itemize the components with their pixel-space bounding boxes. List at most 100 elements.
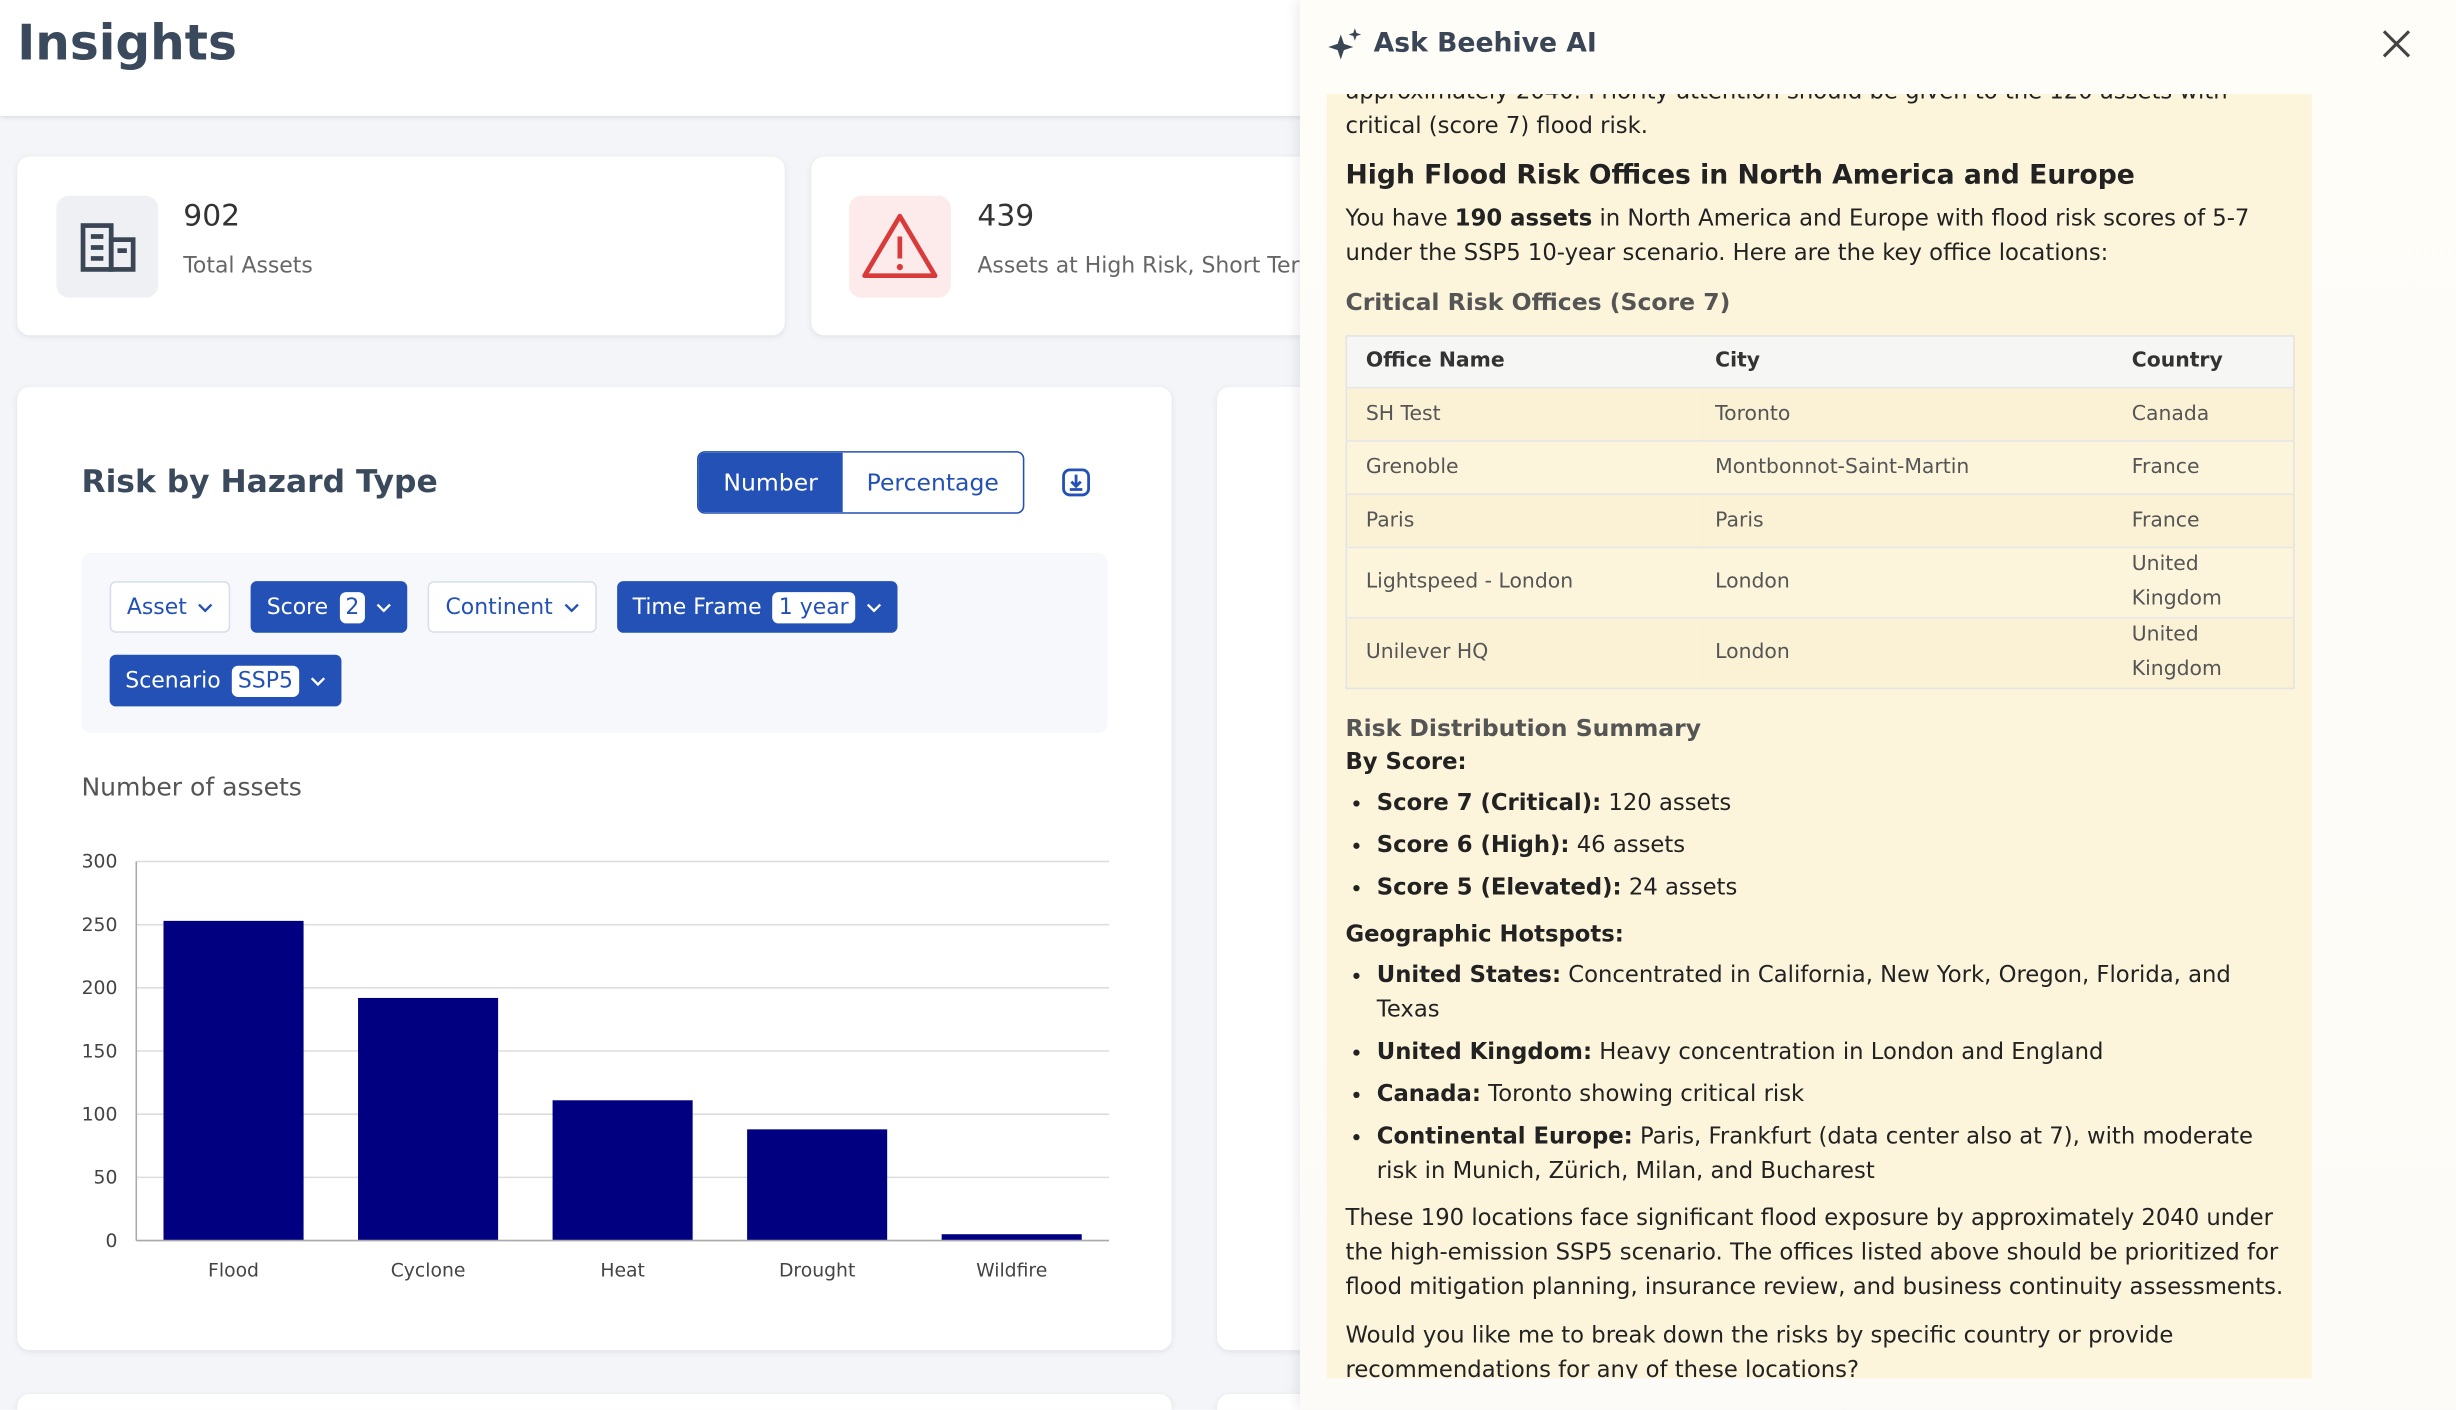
item-label: United Kingdom: [1376, 1040, 1593, 1066]
column-header: Country [2131, 349, 2223, 373]
close-button[interactable] [2381, 28, 2412, 59]
table-header: Office Name City Country [1346, 335, 2294, 388]
table-cell: Paris [1365, 508, 1415, 532]
subheading: Critical Risk Offices (Score 7) [1345, 288, 1731, 317]
item-text: 46 assets [1576, 833, 1686, 859]
panel-header: Ask Beehive AI [1300, 0, 2456, 94]
filter-value: SSP5 [231, 664, 300, 697]
table-cell: Lightspeed - London [1365, 570, 1574, 594]
y-tick-label: 50 [94, 1168, 118, 1189]
stat-label: Total Assets [183, 253, 313, 279]
stat-value: 439 [977, 198, 1035, 234]
table-cell: United Kingdom [2131, 623, 2222, 682]
x-tick-label: Wildfire [976, 1261, 1047, 1282]
chevron-path [310, 676, 326, 686]
chevron [377, 602, 392, 612]
paragraph: You have 190 assets in North America and… [1345, 202, 2293, 271]
bar [358, 997, 499, 1241]
chevron [198, 602, 213, 612]
chevron-path [564, 602, 579, 612]
bold-text: 190 assets [1454, 206, 1593, 232]
sparkle-icon [1328, 28, 1362, 60]
chevron-path [377, 602, 392, 612]
item-text: Heavy concentration in London and Englan… [1599, 1040, 2104, 1066]
list-item: United States: Concentrated in Californi… [1377, 959, 2293, 1028]
y-tick-label: 0 [106, 1231, 118, 1252]
table-cell: France [2131, 455, 2200, 479]
item-label: Canada: [1376, 1082, 1481, 1108]
card [17, 1394, 1172, 1410]
paragraph: approximately 2040. Priority attention s… [1345, 94, 2227, 140]
text: in North America and Europe with flood r… [1345, 206, 2250, 267]
filter-label: Score [266, 594, 329, 620]
table-cell: London [1715, 640, 1790, 665]
item-text: 120 assets [1608, 790, 1732, 817]
table-cell: London [1715, 570, 1790, 594]
bar [747, 1129, 888, 1241]
y-tick-label: 150 [82, 1041, 118, 1062]
download-button[interactable] [1060, 467, 1091, 498]
chevron [310, 676, 326, 686]
list-item: United Kingdom: Heavy concentration in L… [1377, 1035, 2293, 1069]
bar [552, 1100, 693, 1241]
stat-value: 902 [183, 198, 241, 234]
subheading: Risk Distribution Summary [1345, 714, 1702, 743]
icon [848, 195, 951, 298]
text: You have [1345, 206, 1448, 232]
table-row: Paris Paris France [1346, 494, 2294, 548]
building-icon [80, 223, 136, 272]
table-cell: France [2131, 508, 2200, 532]
y-axis-label: Number of assets [81, 773, 301, 802]
item-label: Score 5 (Elevated): [1376, 875, 1622, 901]
heading: High Flood Risk Offices in North America… [1345, 159, 2135, 192]
filter-chip[interactable]: Time Frame 1 year [616, 581, 898, 633]
message: approximately 2040. Priority attention s… [1326, 93, 2312, 1379]
item-label: United States: [1376, 963, 1562, 989]
filter-value: 2 [339, 591, 366, 623]
card-title: Risk by Hazard Type [81, 462, 438, 500]
list-item: Score 5 (Elevated): 24 assets [1377, 871, 2293, 905]
list: United States: Concentrated in Californi… [1345, 959, 2293, 1189]
paragraph: These 190 locations face significant flo… [1345, 1206, 2284, 1301]
item-text: Toronto showing critical risk [1488, 1082, 1805, 1108]
filter-bar: Asset Score 2 Continent Time Frame 1 year Scen… [81, 552, 1108, 734]
table-cell: Paris [1715, 508, 1764, 532]
filter-chip[interactable]: Asset [109, 581, 231, 633]
list-item: Continental Europe: Paris, Frankfurt (da… [1377, 1120, 2293, 1189]
filter-label: Scenario [125, 668, 221, 694]
x-tick-label: Heat [600, 1261, 645, 1282]
item-text: Concentrated in California, New York, Or… [1376, 963, 2231, 1023]
filter-chip[interactable]: Continent [428, 581, 597, 633]
toggle-button[interactable]: Number [698, 452, 843, 513]
filter-chip[interactable]: Score 2 [251, 581, 408, 633]
warning-icon [862, 213, 938, 279]
stat-card: 902 Total Assets [17, 156, 785, 336]
chart: Number of assets 0 50 100 150 200 250 300 Flood C… [81, 773, 1109, 1282]
list-item: Score 7 (Critical): 120 assets [1377, 786, 2293, 820]
paragraph: Would you like me to break down the risk… [1345, 1323, 2174, 1379]
y-tick-label: 300 [82, 852, 118, 873]
chevron [564, 602, 579, 612]
y-tick-label: 200 [82, 978, 118, 999]
bar [163, 920, 304, 1241]
table-row: SH Test Toronto Canada [1346, 387, 2294, 441]
stat-label: Assets at High Risk, Short Term [977, 253, 1321, 279]
column-header: City [1715, 349, 1761, 373]
table-row: Unilever HQ London United Kingdom [1346, 617, 2294, 689]
filter-label: Continent [445, 594, 553, 620]
x-tick-label: Cyclone [391, 1261, 466, 1282]
toggle-button[interactable]: Percentage [866, 468, 999, 497]
table-cell: SH Test [1365, 401, 1441, 426]
label: Geographic Hotspots: [1345, 922, 1624, 948]
table-cell: Toronto [1715, 401, 1791, 426]
item-text: 24 assets [1628, 875, 1738, 901]
item-label: Score 6 (High): [1376, 833, 1570, 859]
table-cell: Canada [2131, 401, 2210, 426]
item-label: Score 7 (Critical): [1376, 790, 1602, 817]
table: Office Name City Country SH Test Toronto Cana… [1345, 335, 2295, 690]
toggle: Number Percentage [697, 451, 1025, 514]
filter-chip[interactable]: Scenario SSP5 [109, 654, 342, 707]
y-tick-label: 100 [82, 1104, 118, 1125]
page-title: Insights [17, 15, 237, 73]
